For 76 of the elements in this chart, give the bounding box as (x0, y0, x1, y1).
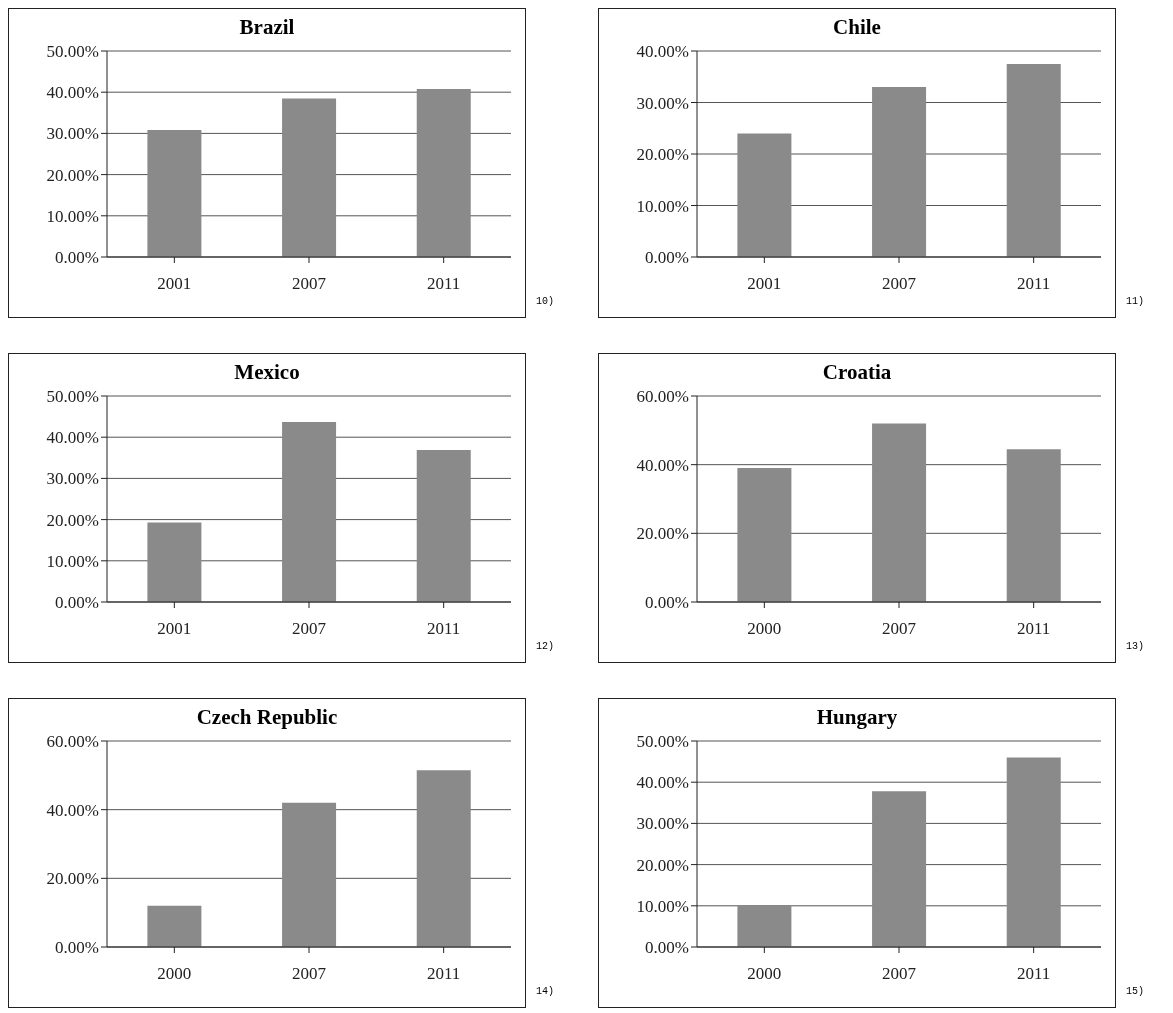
y-tick-label: 0.00% (55, 593, 99, 613)
bar (416, 449, 471, 602)
y-tick-label: 0.00% (645, 248, 689, 268)
x-tick-label: 2007 (292, 619, 327, 639)
x-tick-label: 2011 (426, 964, 461, 984)
chart-title: Czech Republic (195, 705, 339, 731)
x-tick-label: 2007 (292, 274, 327, 294)
bar (282, 802, 337, 947)
x-tick-label: 2011 (426, 274, 461, 294)
y-tick-label: 50.00% (46, 42, 99, 62)
x-tick-label: 2011 (1016, 964, 1051, 984)
x-tick-label: 2007 (292, 964, 327, 984)
y-tick-label: 10.00% (636, 196, 689, 216)
bar (872, 87, 927, 257)
bar (737, 905, 792, 947)
x-tick-label: 2000 (747, 964, 782, 984)
y-tick-label: 0.00% (645, 938, 689, 958)
chart-title: Mexico (233, 360, 301, 386)
text: 11) (1126, 296, 1145, 307)
y-tick-label: 30.00% (636, 93, 689, 113)
y-tick-label: 20.00% (636, 145, 689, 165)
y-tick-label: 40.00% (636, 42, 689, 62)
y-tick-label: 10.00% (46, 206, 99, 226)
x-tick-label: 2000 (747, 619, 782, 639)
x-tick-label: 2000 (157, 964, 192, 984)
bar (282, 421, 337, 602)
y-tick-label: 40.00% (636, 773, 689, 793)
bar (147, 522, 202, 602)
y-tick-label: 60.00% (46, 732, 99, 752)
y-tick-label: 0.00% (55, 938, 99, 958)
y-tick-label: 40.00% (46, 800, 99, 820)
y-tick-label: 20.00% (46, 165, 99, 185)
bar (872, 423, 927, 602)
bar (147, 905, 202, 947)
text: 12) (536, 641, 555, 652)
text: 14) (536, 986, 555, 997)
bar (416, 770, 471, 947)
y-tick-label: 50.00% (46, 387, 99, 407)
y-tick-label: 40.00% (636, 455, 689, 475)
x-tick-label: 2001 (157, 274, 192, 294)
chart-title: Brazil (238, 15, 296, 41)
x-tick-label: 2011 (1016, 274, 1051, 294)
y-tick-label: 0.00% (645, 593, 689, 613)
text: 15) (1126, 986, 1145, 997)
x-tick-label: 2007 (882, 274, 917, 294)
bar (1006, 63, 1061, 257)
bar (1006, 449, 1061, 602)
y-tick-label: 20.00% (46, 510, 99, 530)
chart-title: Hungary (815, 705, 899, 731)
y-tick-label: 20.00% (636, 855, 689, 875)
chart-title: Croatia (821, 360, 893, 386)
y-tick-label: 10.00% (636, 896, 689, 916)
chart-title: Chile (832, 15, 882, 41)
y-tick-label: 30.00% (46, 124, 99, 144)
x-tick-label: 2001 (747, 274, 782, 294)
bar (872, 791, 927, 947)
x-tick-label: 2011 (426, 619, 461, 639)
x-tick-label: 2001 (157, 619, 192, 639)
y-tick-label: 40.00% (46, 83, 99, 103)
y-tick-label: 30.00% (46, 469, 99, 489)
y-tick-label: 10.00% (46, 551, 99, 571)
y-tick-label: 60.00% (636, 387, 689, 407)
x-tick-label: 2007 (882, 619, 917, 639)
text: 13) (1126, 641, 1145, 652)
x-tick-label: 2007 (882, 964, 917, 984)
bar (1006, 757, 1061, 947)
bar (737, 133, 792, 257)
y-tick-label: 20.00% (636, 524, 689, 544)
bar (737, 468, 792, 602)
x-tick-label: 2011 (1016, 619, 1051, 639)
y-tick-label: 40.00% (46, 428, 99, 448)
y-tick-label: 50.00% (636, 732, 689, 752)
text: 10) (536, 296, 555, 307)
y-tick-label: 30.00% (636, 814, 689, 834)
y-tick-label: 0.00% (55, 248, 99, 268)
y-tick-label: 20.00% (46, 869, 99, 889)
